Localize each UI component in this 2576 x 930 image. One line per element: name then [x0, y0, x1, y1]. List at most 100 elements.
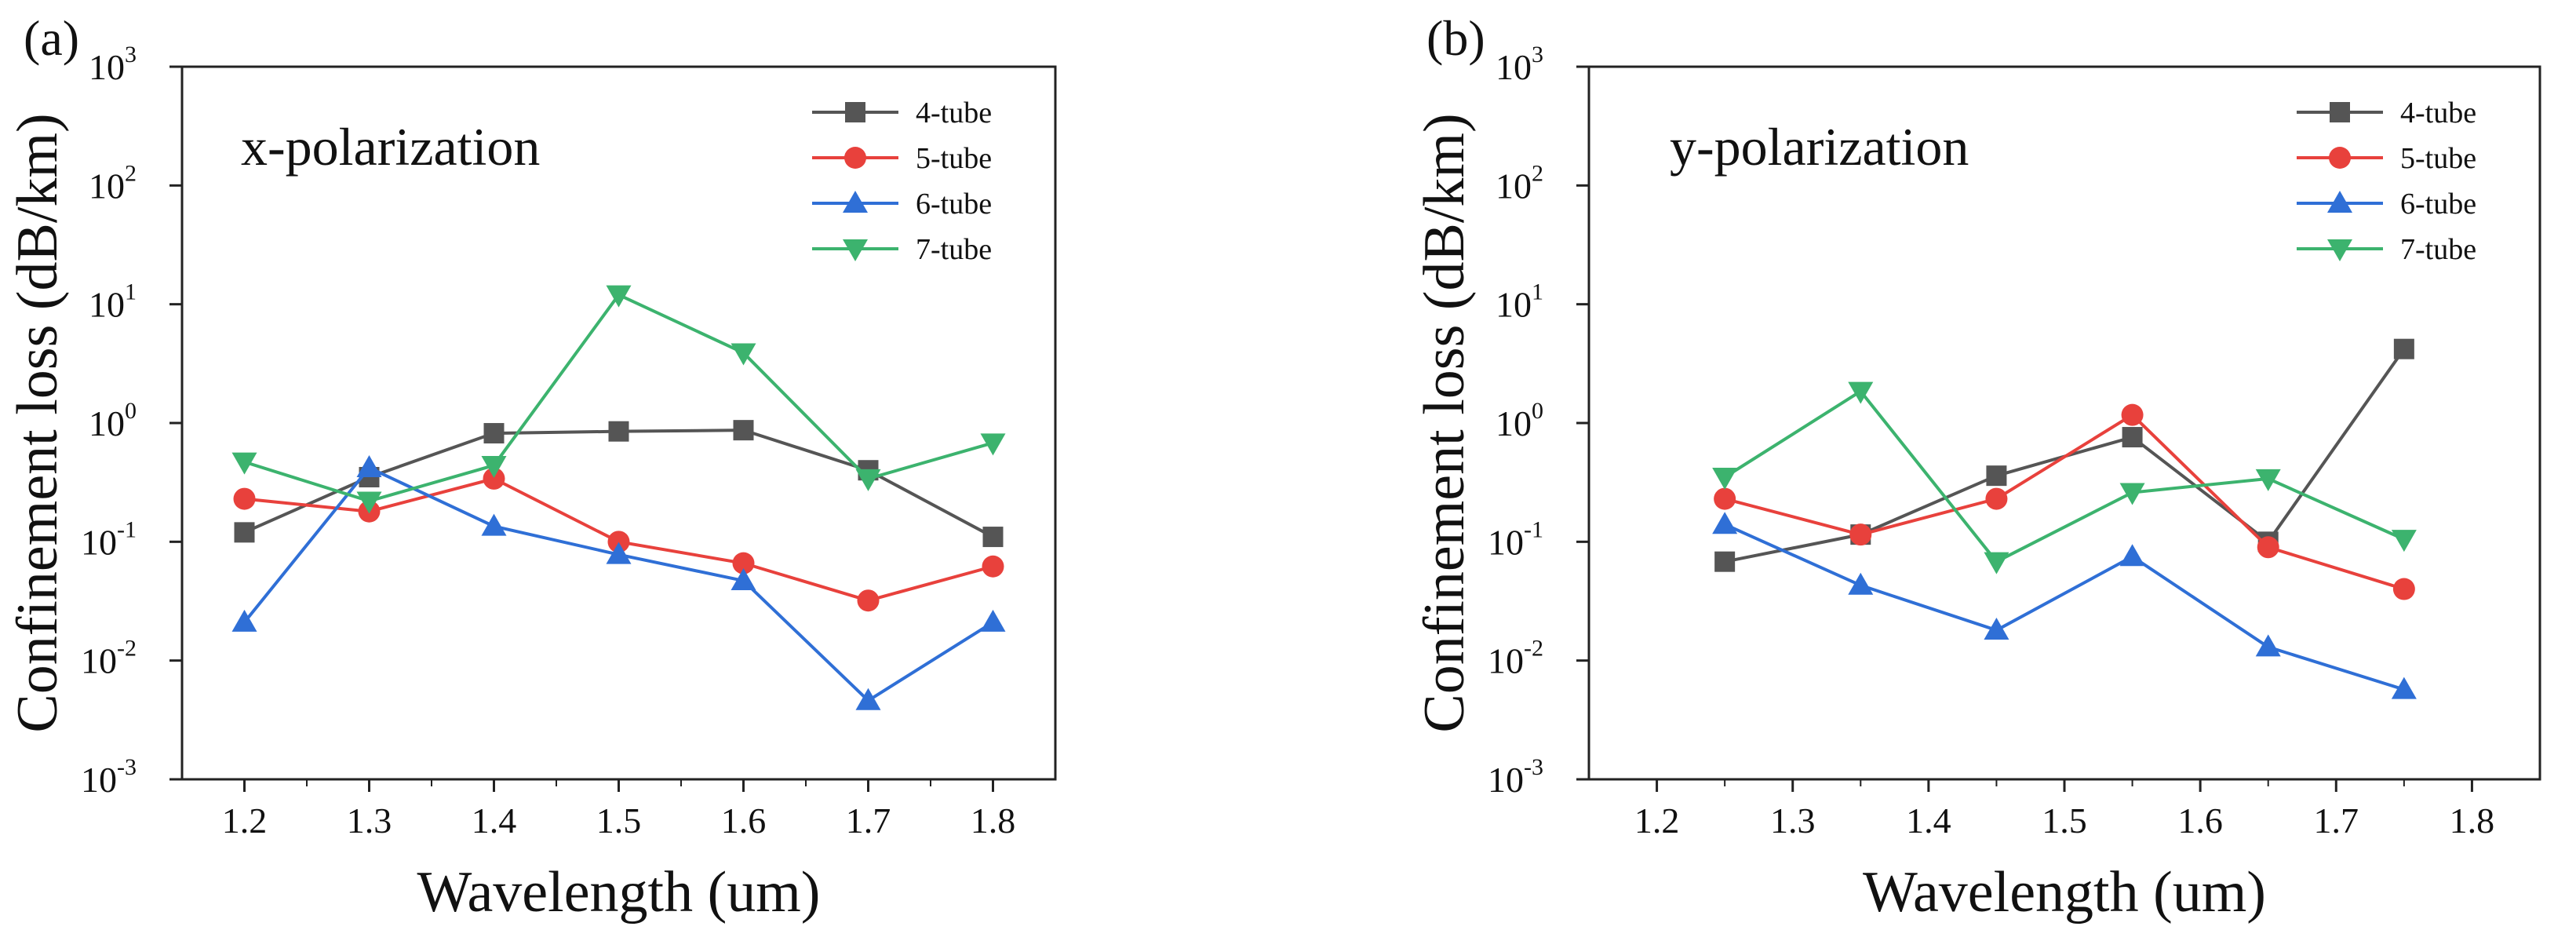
y-tick-exponent: 0	[125, 398, 137, 424]
series-4-tube	[234, 420, 1004, 548]
y-tick-exponent: 2	[125, 160, 137, 186]
x-tick-label: 1.6	[721, 801, 767, 841]
data-point	[855, 687, 881, 710]
legend-label: 5-tube	[2400, 142, 2476, 175]
data-point	[982, 555, 1004, 578]
legend-marker	[2329, 147, 2351, 169]
data-point	[483, 467, 505, 490]
y-tick-exponent: 1	[1532, 279, 1543, 305]
y-tick-base: 10	[89, 285, 125, 325]
data-point	[481, 455, 507, 478]
legend-label: 7-tube	[916, 233, 992, 266]
data-point	[2255, 469, 2281, 491]
legend-marker	[844, 147, 866, 169]
data-point	[980, 609, 1006, 632]
data-point	[2119, 483, 2145, 505]
data-point	[732, 552, 755, 574]
y-tick-label: 100	[89, 398, 137, 443]
x-tick-label: 1.4	[472, 801, 517, 841]
data-point	[1985, 487, 2008, 510]
series-7-tube	[1712, 381, 2417, 574]
y-tick-base: 10	[1488, 760, 1524, 800]
legend-marker	[2327, 239, 2352, 261]
legend-label: 6-tube	[916, 188, 992, 221]
y-tick-base: 10	[1488, 641, 1524, 681]
series-5-tube	[233, 467, 1004, 612]
y-tick-exponent: -1	[1524, 516, 1543, 542]
data-point	[607, 531, 630, 553]
legend-marker	[843, 239, 868, 261]
panel-label: (a)	[24, 10, 79, 66]
data-point	[481, 513, 507, 536]
legend: 4-tube 5-tube 6-tube 7-tube	[812, 97, 992, 266]
y-tick-exponent: -3	[1524, 754, 1543, 780]
y-tick-label: 10-3	[1488, 754, 1543, 800]
series-line	[243, 293, 994, 503]
y-tick-exponent: -2	[1524, 636, 1543, 662]
y-tick-exponent: 1	[125, 279, 137, 305]
x-tick-label: 1.2	[1634, 801, 1680, 841]
y-tick-exponent: -1	[117, 516, 137, 542]
data-point	[606, 542, 632, 564]
data-point	[234, 522, 255, 543]
y-tick-label: 100	[1496, 398, 1543, 443]
y-tick-label: 10-3	[81, 754, 137, 800]
y-tick-exponent: 3	[125, 42, 137, 67]
series-5-tube	[1714, 403, 2415, 600]
legend-label: 4-tube	[916, 97, 992, 129]
data-point	[1714, 551, 1736, 572]
y-tick-label: 101	[89, 279, 137, 325]
data-point	[1712, 467, 1738, 490]
y-tick-base: 10	[1496, 47, 1532, 87]
data-point	[980, 433, 1006, 456]
y-tick-exponent: -2	[117, 636, 137, 662]
legend-marker	[2330, 102, 2350, 122]
y-tick-label: 103	[89, 42, 137, 87]
y-tick-base: 10	[1496, 285, 1532, 325]
x-axis-title: Wavelength (um)	[417, 860, 821, 925]
panel-label: (b)	[1426, 10, 1485, 66]
data-point	[1848, 572, 1874, 595]
y-tick-label: 10-2	[1488, 636, 1543, 681]
data-point	[1714, 487, 1736, 510]
chart-panel-b: (b)1.2 1.3 1.4 1.5 1.6 1.7 1.810310210110010-1…	[1412, 10, 2541, 925]
x-tick-label: 1.5	[2042, 801, 2087, 841]
y-tick-base: 10	[89, 166, 125, 206]
data-point	[356, 491, 382, 514]
y-tick-base: 10	[81, 522, 117, 562]
polarization-label: x-polarization	[241, 117, 540, 177]
y-axis-title: Confinement loss (dB/km)	[5, 113, 70, 732]
legend-marker	[845, 102, 865, 122]
y-tick-label: 10-1	[1488, 516, 1543, 562]
data-point	[608, 421, 629, 442]
data-point	[1712, 512, 1738, 534]
data-point	[855, 469, 881, 491]
y-tick-label: 10-1	[81, 516, 137, 562]
y-tick-base: 10	[81, 760, 117, 800]
series-line	[1724, 413, 2405, 591]
data-point	[1848, 381, 1874, 404]
data-point	[606, 285, 632, 308]
x-tick-label: 1.3	[1770, 801, 1816, 841]
data-point	[2121, 403, 2144, 426]
y-tick-exponent: 3	[1532, 42, 1543, 67]
series-line	[1724, 388, 2405, 564]
y-tick-label: 10-2	[81, 636, 137, 681]
y-tick-base: 10	[1496, 403, 1532, 443]
legend-marker	[843, 191, 868, 213]
x-tick-label: 1.6	[2177, 801, 2223, 841]
y-tick-base: 10	[1496, 166, 1532, 206]
y-tick-base: 10	[89, 403, 125, 443]
data-point	[2393, 338, 2414, 359]
legend-label: 6-tube	[2400, 188, 2476, 221]
series-7-tube	[231, 285, 1006, 514]
series-line	[242, 465, 994, 703]
series-6-tube	[1712, 512, 2417, 699]
legend-label: 5-tube	[916, 142, 992, 175]
y-axis-title: Confinement loss (dB/km)	[1412, 113, 1477, 732]
x-tick-label: 1.2	[222, 801, 268, 841]
legend-label: 4-tube	[2400, 97, 2476, 129]
y-tick-label: 102	[89, 160, 137, 206]
x-tick-label: 1.7	[846, 801, 891, 841]
